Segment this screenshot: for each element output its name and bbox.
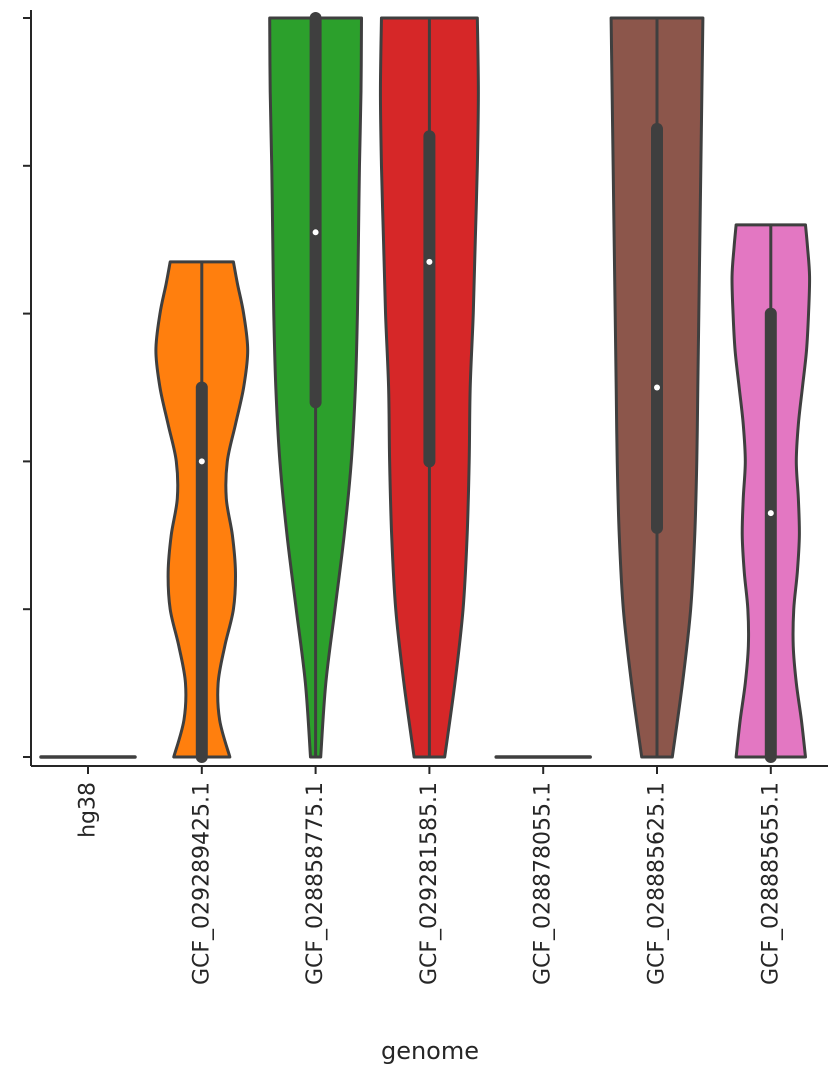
x-tick-label-2: GCF_029289425.1 (189, 782, 214, 985)
x-tick-label-3: GCF_028858775.1 (303, 782, 328, 985)
violin-median-6 (654, 384, 660, 391)
x-tick-label-6: GCF_028885625.1 (645, 782, 670, 985)
axes-layer (23, 10, 828, 774)
labels-layer: hg38 GCF_029289425.1 GCF_028858775.1 GCF_02… (76, 782, 784, 985)
x-tick-label-7: GCF_028885655.1 (758, 782, 783, 985)
violin-7 (730, 223, 812, 763)
x-axis-title: genome (381, 1037, 479, 1065)
violin-median-7 (767, 510, 774, 517)
violin-median-2 (198, 458, 205, 465)
x-tick-label-5: GCF_028878055.1 (531, 782, 556, 985)
violin-4 (378, 16, 480, 759)
x-tick-label-1: hg38 (76, 782, 101, 838)
violin-median-3 (312, 229, 319, 236)
violin-median-4 (426, 258, 433, 265)
x-tick-label-4: GCF_029281585.1 (417, 782, 442, 985)
violins-layer (39, 12, 812, 763)
violin-6 (609, 16, 705, 759)
violin-3 (268, 12, 363, 759)
violin-2 (154, 260, 250, 763)
